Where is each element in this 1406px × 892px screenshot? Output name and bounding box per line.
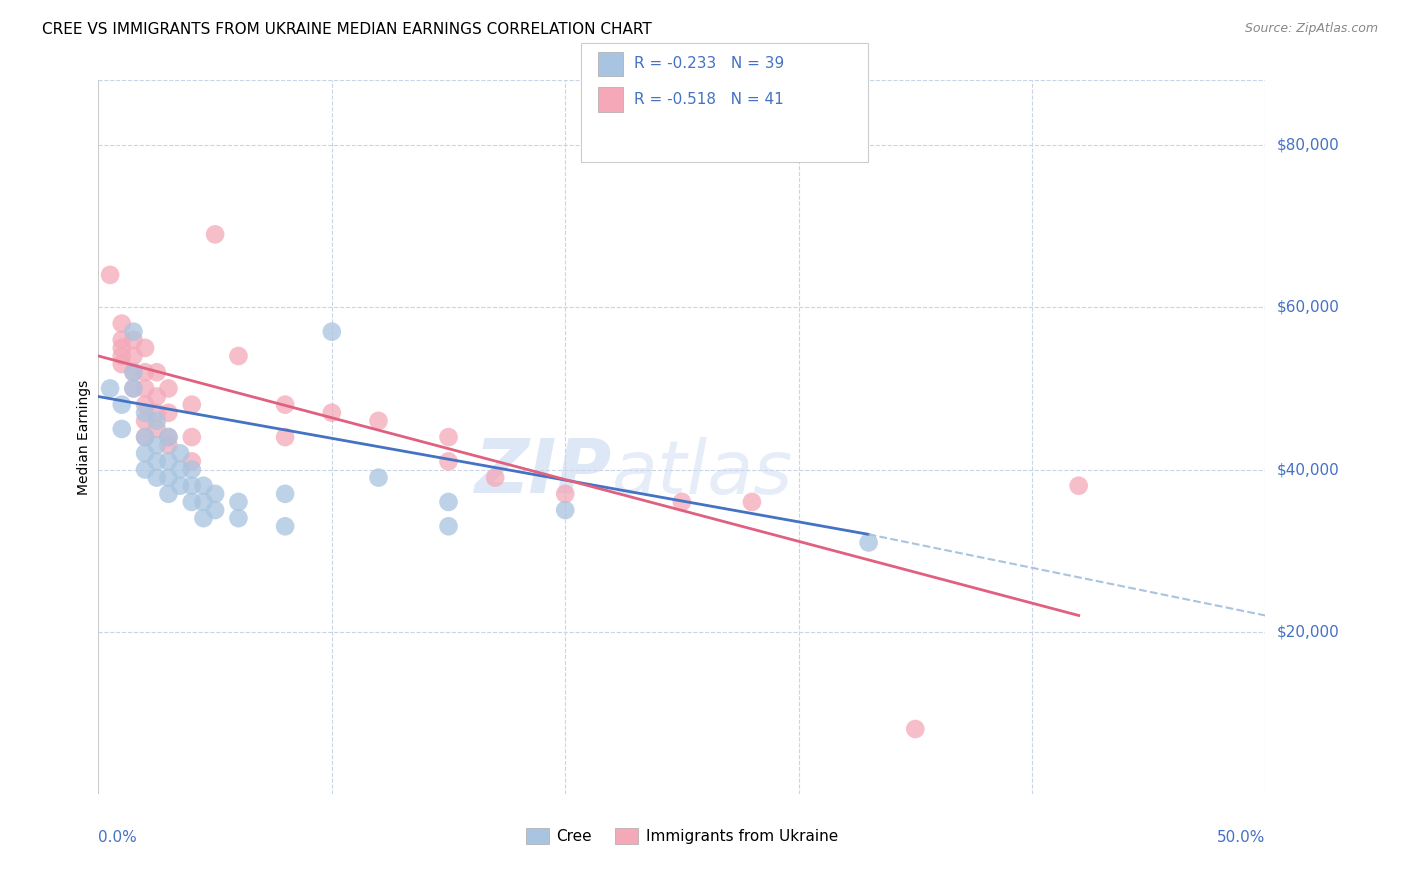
Point bbox=[134, 414, 156, 428]
Point bbox=[274, 487, 297, 501]
Point bbox=[122, 381, 145, 395]
Y-axis label: Median Earnings: Median Earnings bbox=[77, 379, 91, 495]
Point bbox=[122, 365, 145, 379]
Point bbox=[157, 438, 180, 452]
Text: R = -0.233   N = 39: R = -0.233 N = 39 bbox=[634, 56, 785, 71]
Text: $60,000: $60,000 bbox=[1277, 300, 1340, 315]
Point bbox=[157, 430, 180, 444]
Point bbox=[134, 365, 156, 379]
Point bbox=[321, 406, 343, 420]
Point bbox=[157, 406, 180, 420]
Point bbox=[122, 333, 145, 347]
Point bbox=[157, 470, 180, 484]
Point bbox=[146, 365, 169, 379]
Point bbox=[484, 470, 506, 484]
Point bbox=[146, 390, 169, 404]
Point bbox=[1067, 479, 1090, 493]
Point bbox=[204, 227, 226, 242]
Point bbox=[111, 333, 134, 347]
Point bbox=[180, 454, 202, 468]
Point bbox=[554, 487, 576, 501]
Point bbox=[111, 341, 134, 355]
Point bbox=[169, 446, 191, 460]
Text: CREE VS IMMIGRANTS FROM UKRAINE MEDIAN EARNINGS CORRELATION CHART: CREE VS IMMIGRANTS FROM UKRAINE MEDIAN E… bbox=[42, 22, 652, 37]
Point bbox=[671, 495, 693, 509]
Point bbox=[157, 381, 180, 395]
Point bbox=[157, 454, 180, 468]
Point bbox=[437, 430, 460, 444]
Point bbox=[134, 381, 156, 395]
Text: ZIP: ZIP bbox=[475, 436, 612, 509]
Point bbox=[134, 406, 156, 420]
Point bbox=[180, 479, 202, 493]
Point bbox=[904, 722, 927, 736]
Text: R = -0.518   N = 41: R = -0.518 N = 41 bbox=[634, 92, 785, 107]
Point bbox=[146, 454, 169, 468]
Point bbox=[134, 462, 156, 476]
Point bbox=[134, 430, 156, 444]
Point bbox=[204, 487, 226, 501]
Legend: Cree, Immigrants from Ukraine: Cree, Immigrants from Ukraine bbox=[520, 822, 844, 850]
Point bbox=[169, 462, 191, 476]
Point bbox=[180, 495, 202, 509]
Text: $40,000: $40,000 bbox=[1277, 462, 1340, 477]
Point bbox=[111, 357, 134, 371]
Point bbox=[157, 430, 180, 444]
Point bbox=[228, 349, 250, 363]
Point bbox=[134, 430, 156, 444]
Point bbox=[193, 495, 215, 509]
Point bbox=[437, 495, 460, 509]
Point bbox=[367, 414, 389, 428]
Text: Source: ZipAtlas.com: Source: ZipAtlas.com bbox=[1244, 22, 1378, 36]
Point bbox=[122, 325, 145, 339]
Point bbox=[111, 398, 134, 412]
Point bbox=[437, 454, 460, 468]
Point bbox=[111, 422, 134, 436]
Point bbox=[274, 398, 297, 412]
Point bbox=[98, 268, 121, 282]
Point bbox=[157, 487, 180, 501]
Point bbox=[146, 414, 169, 428]
Point bbox=[134, 398, 156, 412]
Point bbox=[204, 503, 226, 517]
Point bbox=[122, 349, 145, 363]
Point bbox=[858, 535, 880, 549]
Point bbox=[274, 430, 297, 444]
Point bbox=[193, 511, 215, 525]
Point bbox=[146, 406, 169, 420]
Point bbox=[111, 349, 134, 363]
Point bbox=[554, 503, 576, 517]
Text: 0.0%: 0.0% bbox=[98, 830, 138, 845]
Point bbox=[122, 365, 145, 379]
Text: atlas: atlas bbox=[612, 437, 793, 508]
Point bbox=[134, 446, 156, 460]
Point bbox=[193, 479, 215, 493]
Point bbox=[134, 341, 156, 355]
Point bbox=[122, 381, 145, 395]
Point bbox=[437, 519, 460, 533]
Point bbox=[180, 398, 202, 412]
Text: 50.0%: 50.0% bbox=[1218, 830, 1265, 845]
Point bbox=[146, 438, 169, 452]
Point bbox=[367, 470, 389, 484]
Point bbox=[111, 317, 134, 331]
Point bbox=[169, 479, 191, 493]
Point bbox=[146, 422, 169, 436]
Point bbox=[228, 511, 250, 525]
Text: $80,000: $80,000 bbox=[1277, 137, 1340, 153]
Point bbox=[228, 495, 250, 509]
Point bbox=[180, 430, 202, 444]
Point bbox=[741, 495, 763, 509]
Point bbox=[180, 462, 202, 476]
Text: $20,000: $20,000 bbox=[1277, 624, 1340, 640]
Point bbox=[274, 519, 297, 533]
Point bbox=[321, 325, 343, 339]
Point bbox=[146, 470, 169, 484]
Point bbox=[98, 381, 121, 395]
